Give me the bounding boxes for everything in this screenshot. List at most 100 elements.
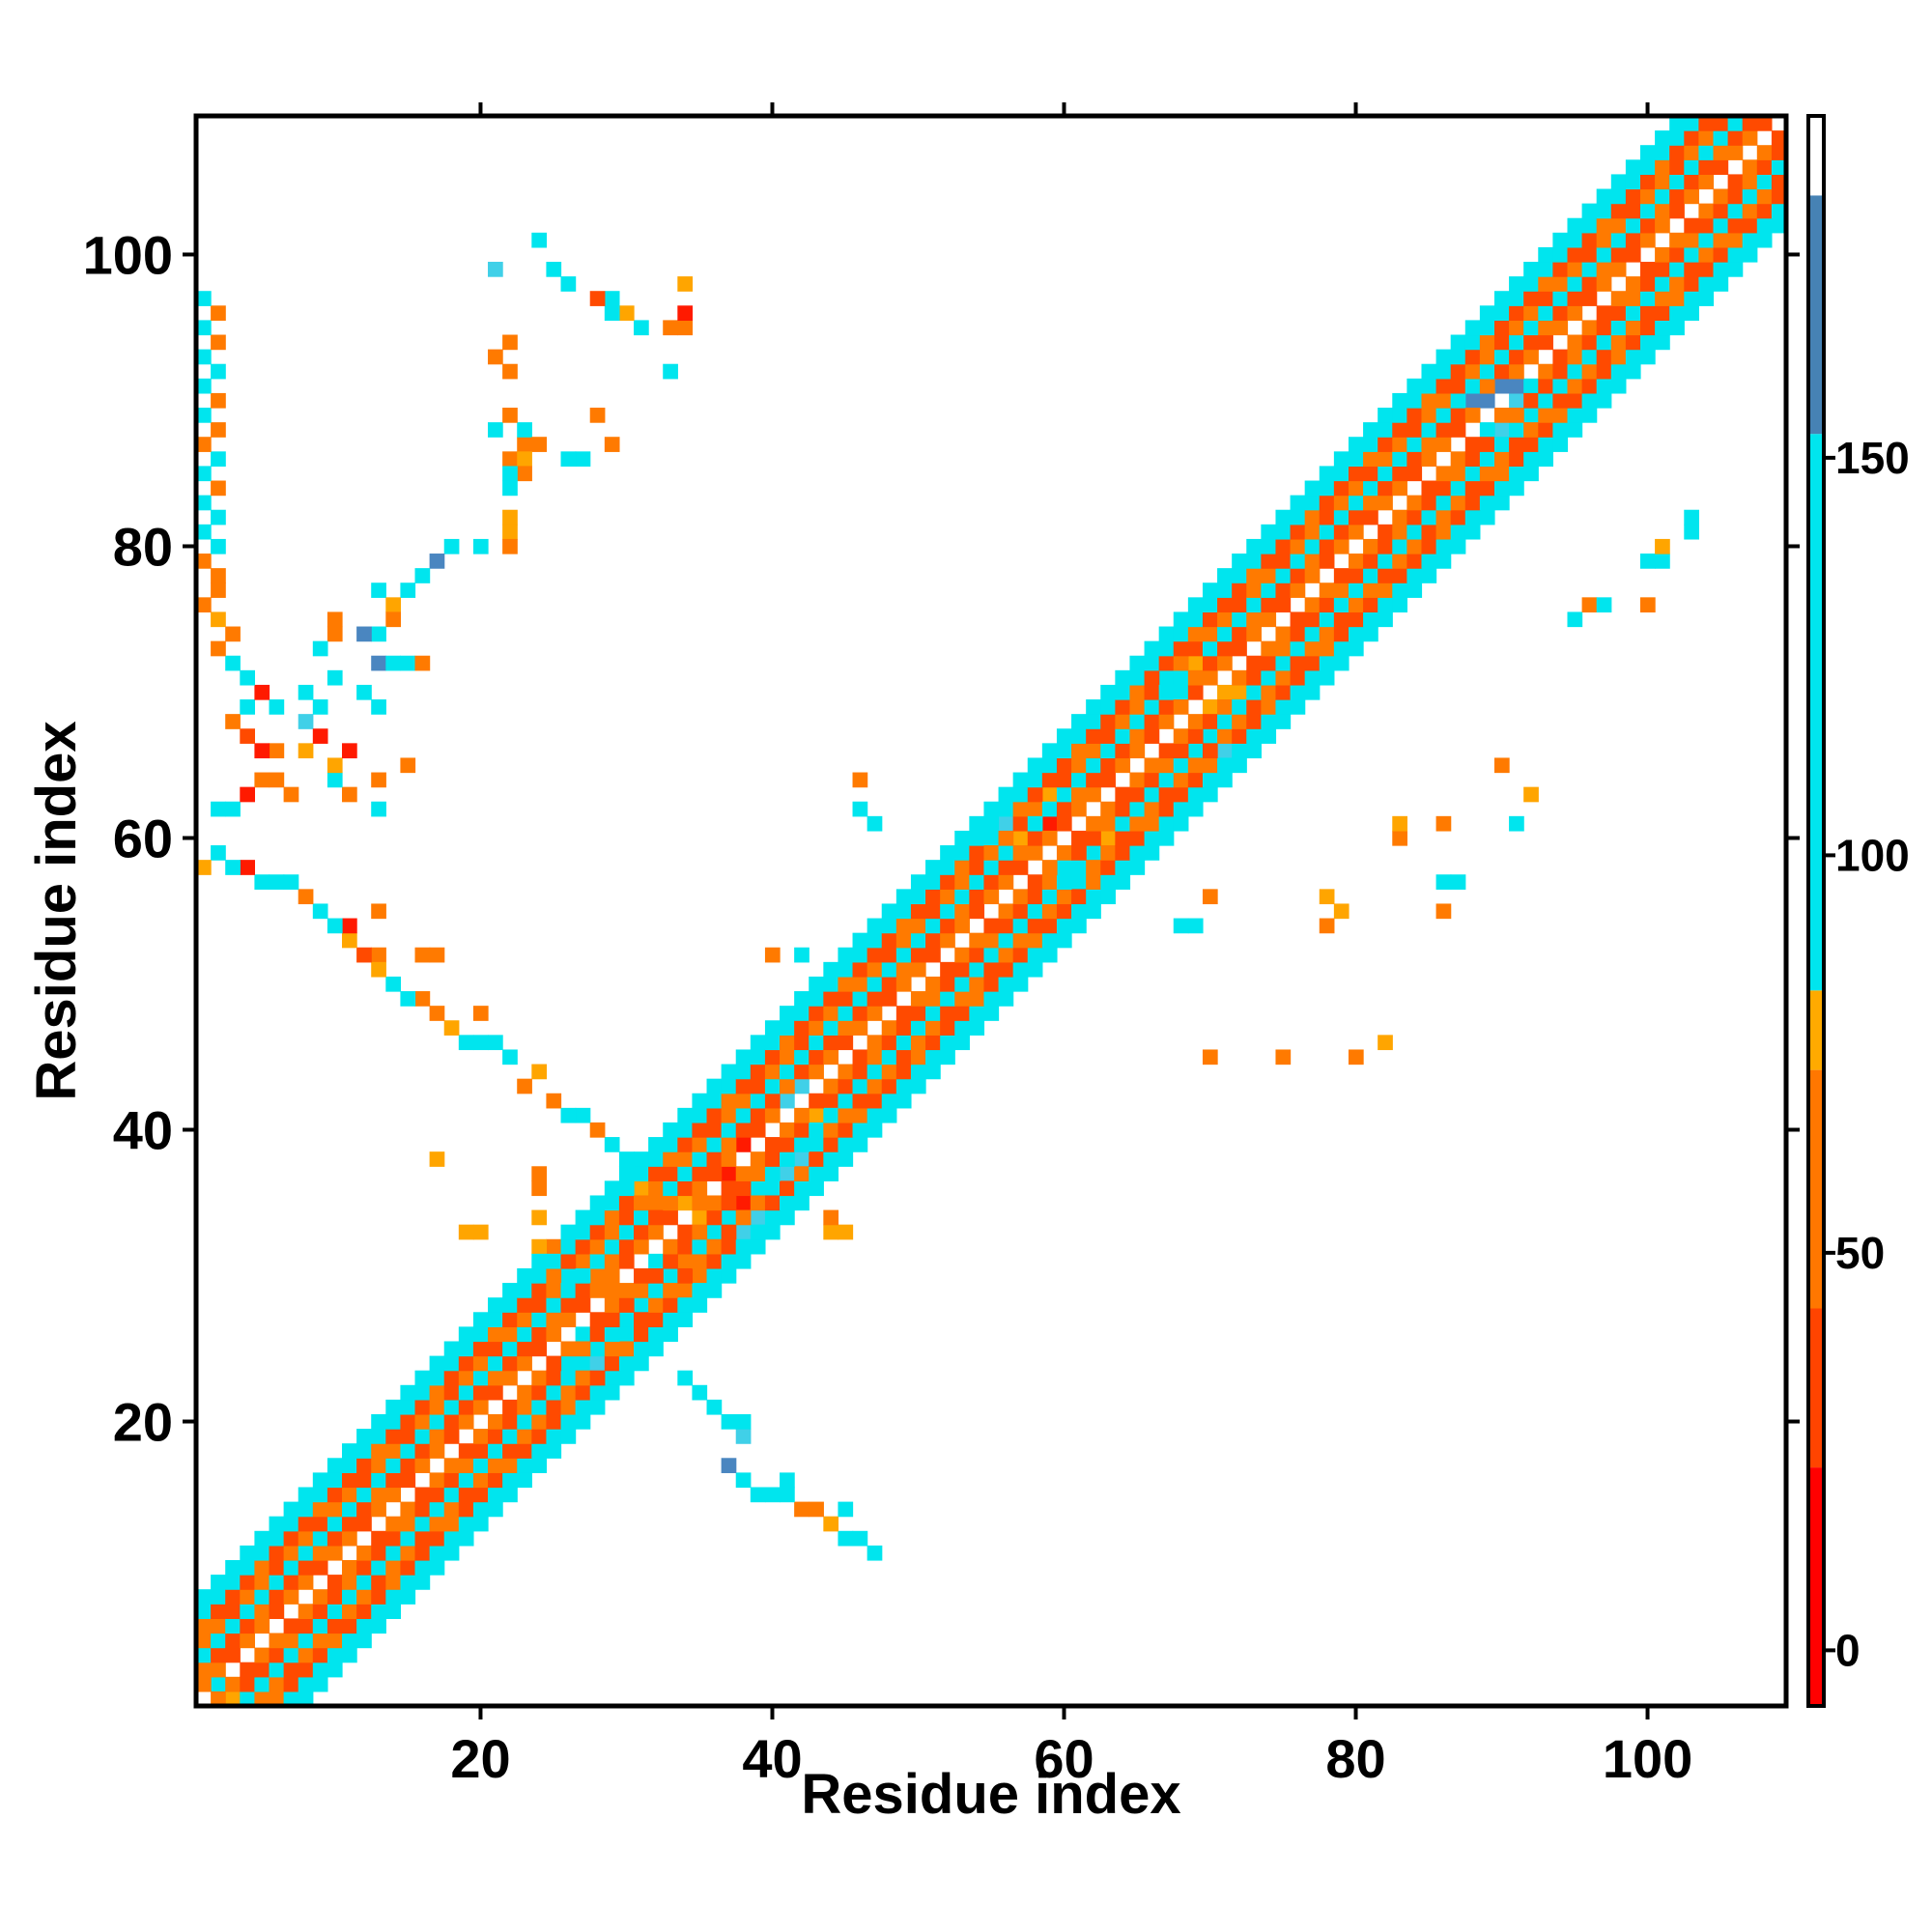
heatmap-cell <box>780 1006 795 1021</box>
heatmap-cell <box>196 524 212 540</box>
heatmap-cell <box>400 1559 416 1576</box>
heatmap-cell <box>1639 262 1656 277</box>
heatmap-cell <box>634 1166 649 1181</box>
heatmap-cell <box>1509 276 1524 292</box>
heatmap-cell <box>1333 524 1350 540</box>
heatmap-cell <box>721 1267 737 1284</box>
heatmap-cell <box>269 1676 285 1692</box>
heatmap-cell <box>1523 349 1539 365</box>
heatmap-cell <box>385 1399 402 1415</box>
heatmap-cell <box>414 1575 431 1590</box>
heatmap-cell <box>634 1209 649 1226</box>
heatmap-cell <box>371 1618 386 1634</box>
heatmap-cell <box>1509 815 1524 832</box>
heatmap-cell <box>1464 480 1481 497</box>
heatmap-cell <box>1012 961 1029 978</box>
heatmap-cell <box>371 1501 386 1518</box>
heatmap-cell <box>240 1589 255 1605</box>
heatmap-cell <box>342 1633 357 1649</box>
heatmap-cell <box>634 1151 649 1167</box>
heatmap-cell <box>502 1049 518 1065</box>
heatmap-cell <box>1333 466 1350 482</box>
heatmap-cell <box>371 626 386 642</box>
heatmap-cell <box>400 1516 416 1532</box>
heatmap-cell <box>488 1429 503 1444</box>
heatmap-cell <box>400 1545 416 1561</box>
heatmap-cell <box>196 860 212 875</box>
heatmap-cell <box>604 1137 620 1152</box>
heatmap-cell <box>560 1312 577 1327</box>
heatmap-cell <box>298 1618 314 1634</box>
heatmap-cell <box>1187 757 1204 774</box>
heatmap-cell <box>1479 466 1495 482</box>
heatmap-cell <box>881 1107 897 1123</box>
heatmap-cell <box>1319 582 1335 598</box>
heatmap-cell <box>954 1006 970 1021</box>
heatmap-cell <box>983 991 1000 1007</box>
heatmap-cell <box>1684 509 1699 526</box>
heatmap-cell <box>706 1093 723 1109</box>
heatmap-cell <box>327 669 343 686</box>
heatmap-cell <box>1290 655 1306 671</box>
heatmap-cell <box>764 1151 781 1167</box>
heatmap-cell <box>721 1093 737 1109</box>
heatmap-cell <box>1625 174 1641 190</box>
heatmap-cell <box>1027 786 1043 803</box>
heatmap-cell <box>1552 422 1569 438</box>
heatmap-cell <box>240 786 255 803</box>
heatmap-cell <box>400 1530 416 1547</box>
heatmap-cell <box>1304 611 1321 628</box>
heatmap-cell <box>1071 714 1087 729</box>
heatmap-cell <box>298 1676 314 1692</box>
heatmap-cell <box>925 976 941 992</box>
heatmap-cell <box>400 757 416 774</box>
heatmap-cell <box>1581 363 1598 380</box>
heatmap-cell <box>240 1633 255 1649</box>
heatmap-cell <box>531 1370 548 1386</box>
heatmap-cell <box>1669 145 1685 160</box>
heatmap-cell <box>1304 626 1321 642</box>
heatmap-cell <box>969 947 985 963</box>
heatmap-cell <box>910 1020 926 1036</box>
heatmap-cell <box>634 1297 649 1313</box>
heatmap-cell <box>910 1064 926 1080</box>
heatmap-cell <box>618 1283 635 1298</box>
heatmap-cell <box>750 1035 766 1051</box>
heatmap-cell <box>1421 568 1437 583</box>
heatmap-cell <box>1100 889 1116 905</box>
heatmap-cell <box>1493 349 1510 365</box>
heatmap-cell <box>1655 130 1670 146</box>
heatmap-cell <box>327 1458 343 1473</box>
heatmap-cell <box>1742 116 1758 131</box>
heatmap-cell <box>575 1238 591 1255</box>
heatmap-cell <box>196 1618 212 1634</box>
heatmap-cell <box>342 1604 357 1619</box>
heatmap-cell <box>531 1312 548 1327</box>
heatmap-cell <box>838 1078 854 1094</box>
heatmap-cell <box>283 1662 299 1678</box>
heatmap-cell <box>196 349 212 365</box>
heatmap-cell <box>954 1035 970 1051</box>
heatmap-cell <box>663 1180 678 1197</box>
heatmap-cell <box>211 801 226 817</box>
heatmap-cell <box>385 1530 402 1547</box>
heatmap-cell <box>254 1618 270 1634</box>
heatmap-cell <box>1246 538 1262 554</box>
heatmap-cell <box>1378 437 1393 452</box>
heatmap-cell <box>472 1472 489 1489</box>
heatmap-cell <box>604 1224 620 1240</box>
heatmap-cell <box>1538 276 1553 292</box>
heatmap-cell <box>1406 408 1423 423</box>
heatmap-cell <box>1639 320 1656 336</box>
heatmap-cell <box>502 466 518 482</box>
heatmap-cell <box>400 1589 416 1605</box>
heatmap-cell <box>1771 188 1787 205</box>
heatmap-cell <box>1421 392 1437 409</box>
heatmap-cell <box>1333 451 1350 468</box>
heatmap-cell <box>502 363 518 380</box>
heatmap-cell <box>1232 640 1247 657</box>
heatmap-cell <box>881 1064 897 1080</box>
heatmap-cell <box>546 1429 562 1444</box>
